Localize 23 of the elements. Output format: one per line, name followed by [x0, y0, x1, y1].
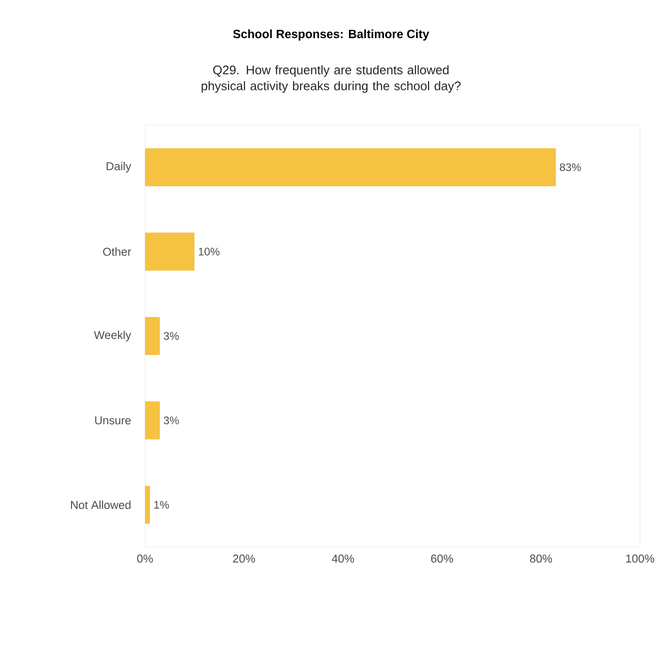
y-tick-label: Not Allowed: [71, 500, 130, 510]
bar: [145, 232, 194, 271]
y-tick-label: Unsure: [95, 416, 131, 424]
y-tick-label: Other: [103, 247, 132, 256]
chart-title: School Responses: Baltimore City: [233, 29, 430, 41]
data-label: 83%: [560, 163, 581, 172]
chart-subtitle: Q29. How frequently are students allowed physical activity breaks during the school day?: [202, 65, 461, 93]
x-tick-label: 0%: [137, 554, 153, 563]
data-label: 10%: [198, 248, 220, 256]
x-tick-label: 80%: [530, 554, 552, 563]
bar: [145, 317, 160, 356]
data-label: 1%: [154, 500, 169, 509]
x-tick-label: 20%: [233, 554, 256, 563]
x-tick-label: 100%: [626, 554, 654, 563]
x-tick-label: 40%: [332, 554, 354, 563]
y-tick-label: Weekly: [94, 330, 132, 342]
y-tick-label: Daily: [106, 162, 132, 173]
bar: [145, 148, 556, 186]
x-tick-label: 60%: [431, 554, 454, 563]
bar: [145, 401, 160, 440]
data-label: 3%: [164, 332, 179, 340]
bar: [145, 486, 150, 524]
data-label: 3%: [164, 416, 179, 424]
